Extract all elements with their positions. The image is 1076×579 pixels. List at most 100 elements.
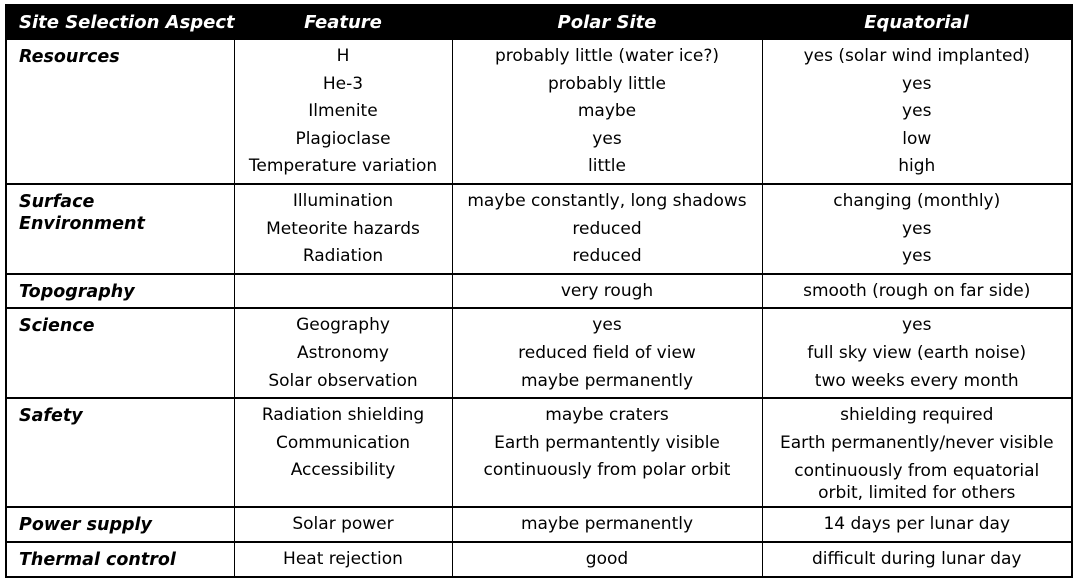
polar-value: reduced — [572, 246, 642, 267]
polar-value: reduced — [572, 218, 642, 239]
polar-cell: maybe constantly, long shadows reduced red… — [451, 183, 762, 274]
feature-value: Ilmenite — [308, 101, 378, 122]
header-polar-site: Polar Site — [557, 11, 657, 33]
polar-value: yes — [592, 315, 622, 336]
feature-cell: Solar power — [233, 507, 452, 542]
feature-value: Solar power — [292, 514, 394, 535]
table-body: Resources H He-3 Ilmenite Plagioclase Tempera… — [6, 39, 1072, 577]
equatorial-cell: difficult during lunar day — [761, 541, 1072, 577]
feature-value — [239, 278, 448, 306]
equatorial-value: continuously from equatorial orbit, limit… — [767, 457, 1068, 504]
aspect-cell: Power supply — [6, 507, 234, 542]
polar-value: little — [588, 156, 626, 177]
aspect-cell: Resources — [6, 39, 234, 184]
polar-cell: very rough — [451, 273, 762, 309]
aspect-cell: Science — [6, 308, 234, 398]
equatorial-value: yes — [902, 315, 932, 336]
equatorial-value: yes — [902, 101, 932, 122]
feature-cell: Illumination Meteorite hazards Radiation — [233, 183, 452, 274]
feature-value: Illumination — [292, 190, 394, 211]
site-selection-table-container: Site Selection Aspect Feature Polar Site… — [5, 4, 1073, 578]
table-row: Power supply Solar power maybe permanently… — [6, 507, 1072, 542]
equatorial-value: difficult during lunar day — [812, 548, 1022, 569]
polar-value: maybe craters — [545, 405, 669, 426]
polar-value: probably little (water ice?) — [494, 46, 719, 66]
equatorial-value: shielding required — [840, 405, 994, 426]
aspect-label: Power supply — [19, 515, 152, 536]
equatorial-value-line: continuously from equatorial — [794, 461, 1040, 482]
equatorial-cell: shielding required Earth permanently/neve… — [761, 398, 1072, 508]
polar-cell: yes reduced field of view maybe permanentl… — [451, 308, 762, 399]
equatorial-value: full sky view (earth noise) — [807, 342, 1027, 363]
feature-value: Meteorite hazards — [266, 218, 420, 239]
equatorial-value: smooth (rough on far side) — [803, 280, 1031, 301]
equatorial-value: high — [898, 156, 936, 177]
equatorial-value-line: orbit, limited for others — [818, 483, 1016, 504]
feature-cell — [233, 273, 452, 309]
table-row: Safety Radiation shielding Communication Ac… — [6, 398, 1072, 508]
feature-cell: Geography Astronomy Solar observation — [233, 308, 452, 399]
equatorial-value: Earth permanently/never visible — [779, 432, 1054, 453]
feature-value: Accessibility — [290, 460, 396, 481]
polar-value: Earth permantently visible — [494, 432, 720, 453]
equatorial-value: yes — [902, 246, 932, 267]
table-row: Science Geography Astronomy Solar observati… — [6, 308, 1072, 399]
aspect-label: Topography — [19, 281, 135, 302]
polar-value: maybe permanently — [520, 370, 694, 391]
feature-value: Temperature variation — [248, 156, 438, 177]
header-site-selection-aspect: Site Selection Aspect — [19, 11, 235, 33]
equatorial-cell: 14 days per lunar day — [761, 507, 1072, 542]
equatorial-value: yes — [902, 73, 932, 94]
table-row: Surface Environment Illumination Meteorite … — [6, 183, 1072, 274]
feature-value: Radiation — [302, 246, 384, 267]
equatorial-cell: smooth (rough on far side) — [761, 273, 1072, 309]
equatorial-cell: yes (solar wind implanted) yes yes low high — [761, 39, 1072, 184]
equatorial-cell: changing (monthly) yes yes — [761, 183, 1072, 274]
polar-cell: probably little (water ice?) probably lit… — [451, 39, 762, 184]
equatorial-value: 14 days per lunar day — [823, 514, 1011, 535]
polar-cell: good — [451, 541, 762, 577]
equatorial-value: changing (monthly) — [833, 190, 1001, 211]
header-feature: Feature — [304, 11, 382, 33]
polar-cell: maybe craters Earth permantently visible c… — [451, 398, 762, 508]
feature-cell: Heat rejection — [233, 541, 452, 577]
polar-value: reduced field of view — [518, 342, 696, 363]
feature-value: He-3 — [322, 73, 364, 94]
feature-value: Heat rejection — [283, 548, 403, 569]
equatorial-value: low — [902, 128, 932, 149]
table-row: Thermal control Heat rejection good difficu… — [6, 541, 1072, 577]
aspect-label: Surface — [19, 191, 95, 212]
header-equatorial: Equatorial — [864, 11, 969, 33]
aspect-label: Science — [19, 316, 95, 337]
polar-value: maybe constantly, long shadows — [467, 190, 747, 211]
feature-value: Radiation shielding — [261, 405, 425, 426]
site-selection-table: Site Selection Aspect Feature Polar Site… — [5, 4, 1073, 578]
feature-value: Geography — [296, 315, 390, 336]
polar-value: continuously from polar orbit — [483, 460, 731, 481]
aspect-cell: Topography — [6, 274, 234, 309]
aspect-label: Environment — [19, 213, 145, 234]
equatorial-value: yes (solar wind implanted) — [803, 46, 1030, 66]
table-header-row: Site Selection Aspect Feature Polar Site… — [6, 5, 1072, 39]
feature-cell: Radiation shielding Communication Accessib… — [233, 398, 452, 508]
polar-value: yes — [592, 128, 622, 149]
polar-value: good — [585, 548, 629, 569]
polar-value: maybe permanently — [520, 514, 694, 535]
polar-value: probably little — [548, 73, 666, 94]
aspect-cell: Surface Environment — [6, 184, 234, 274]
equatorial-value: two weeks every month — [814, 370, 1019, 391]
table-row: Resources H He-3 Ilmenite Plagioclase Tempera… — [6, 39, 1072, 184]
polar-value: maybe — [577, 101, 637, 122]
aspect-label: Thermal control — [19, 549, 176, 570]
feature-value: Plagioclase — [295, 128, 391, 149]
equatorial-value: yes — [902, 218, 932, 239]
feature-value: Communication — [276, 432, 410, 453]
aspect-cell: Thermal control — [6, 542, 234, 577]
aspect-cell: Safety — [6, 398, 234, 507]
feature-value: Solar observation — [268, 370, 418, 391]
feature-value: Astronomy — [297, 342, 389, 363]
equatorial-cell: yes full sky view (earth noise) two weeks … — [761, 308, 1072, 399]
polar-cell: maybe permanently — [451, 507, 762, 542]
table-row: Topography very rough smooth (rough on fa… — [6, 273, 1072, 309]
aspect-label: Resources — [19, 47, 120, 67]
